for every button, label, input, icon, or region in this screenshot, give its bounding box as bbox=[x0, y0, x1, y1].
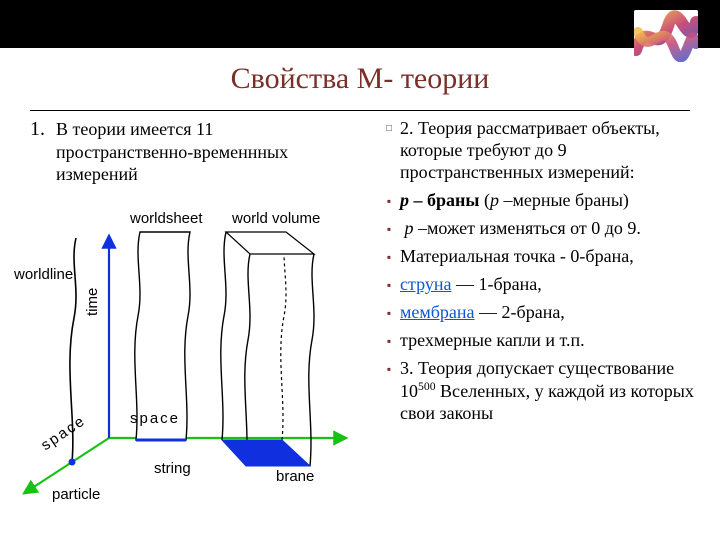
list-text: p –может изменяться от 0 до 9. bbox=[400, 218, 702, 240]
diagram-label-space-right: space bbox=[130, 410, 180, 427]
bullet-icon: ▪ bbox=[378, 302, 400, 324]
list-text: Материальная точка - 0-брана, bbox=[400, 246, 702, 268]
diagram-label-string: string bbox=[154, 460, 191, 477]
right-item-2: ▪ p –может изменяться от 0 до 9. bbox=[378, 218, 702, 240]
list-text: струна — 1-брана, bbox=[400, 274, 702, 296]
right-item-7: ▪ 3. Теория допускает существование 1050… bbox=[378, 358, 702, 425]
title-underline bbox=[30, 110, 690, 111]
right-item-3: ▪ Материальная точка - 0-брана, bbox=[378, 246, 702, 268]
list-number: 1. bbox=[30, 118, 52, 141]
bullet-icon: ▪ bbox=[378, 358, 400, 425]
list-text: В теории имеется 11 пространственно-врем… bbox=[56, 118, 346, 186]
bullet-icon: ▪ bbox=[378, 218, 400, 240]
top-black-bar bbox=[0, 0, 720, 48]
right-item-5: ▪ мембрана — 2-брана, bbox=[378, 302, 702, 324]
list-text: мембрана — 2-брана, bbox=[400, 302, 702, 324]
right-item-1: ▪ p – браны (p –мерные браны) bbox=[378, 190, 702, 212]
bullet-icon: ▪ bbox=[378, 190, 400, 212]
bullet-icon: ▪ bbox=[378, 274, 400, 296]
right-item-4: ▪ струна — 1-брана, bbox=[378, 274, 702, 296]
right-item-6: ▪ трехмерные капли и т.п. bbox=[378, 330, 702, 352]
bullet-square-icon: □ bbox=[378, 118, 400, 184]
corner-decorative-image bbox=[634, 10, 698, 62]
list-text: трехмерные капли и т.п. bbox=[400, 330, 702, 352]
list-text: 2. Теория рассматривает объекты, которые… bbox=[400, 118, 702, 184]
diagram-label-worldsheet: worldsheet bbox=[130, 210, 203, 227]
diagram-label-time: time bbox=[84, 288, 101, 316]
diagram-label-worldline: worldline bbox=[14, 266, 73, 283]
bullet-icon: ▪ bbox=[378, 246, 400, 268]
slide-title: Свойства М- теории bbox=[0, 62, 720, 96]
diagram-label-particle: particle bbox=[52, 486, 100, 503]
brane-diagram: worldline worldsheet world volume time s… bbox=[14, 208, 362, 508]
list-text: 3. Теория допускает существование 10500 … bbox=[400, 358, 702, 425]
list-text: p – браны (p –мерные браны) bbox=[400, 190, 702, 212]
diagram-label-worldvolume: world volume bbox=[232, 210, 320, 227]
right-column: □ 2. Теория рассматривает объекты, котор… bbox=[378, 118, 702, 431]
left-point-1: 1. В теории имеется 11 пространственно-в… bbox=[30, 118, 360, 186]
diagram-label-brane: brane bbox=[276, 468, 314, 485]
bullet-icon: ▪ bbox=[378, 330, 400, 352]
right-item-0: □ 2. Теория рассматривает объекты, котор… bbox=[378, 118, 702, 184]
slide: Свойства М- теории 1. В теории имеется 1… bbox=[0, 0, 720, 540]
left-column: 1. В теории имеется 11 пространственно-в… bbox=[30, 118, 360, 186]
